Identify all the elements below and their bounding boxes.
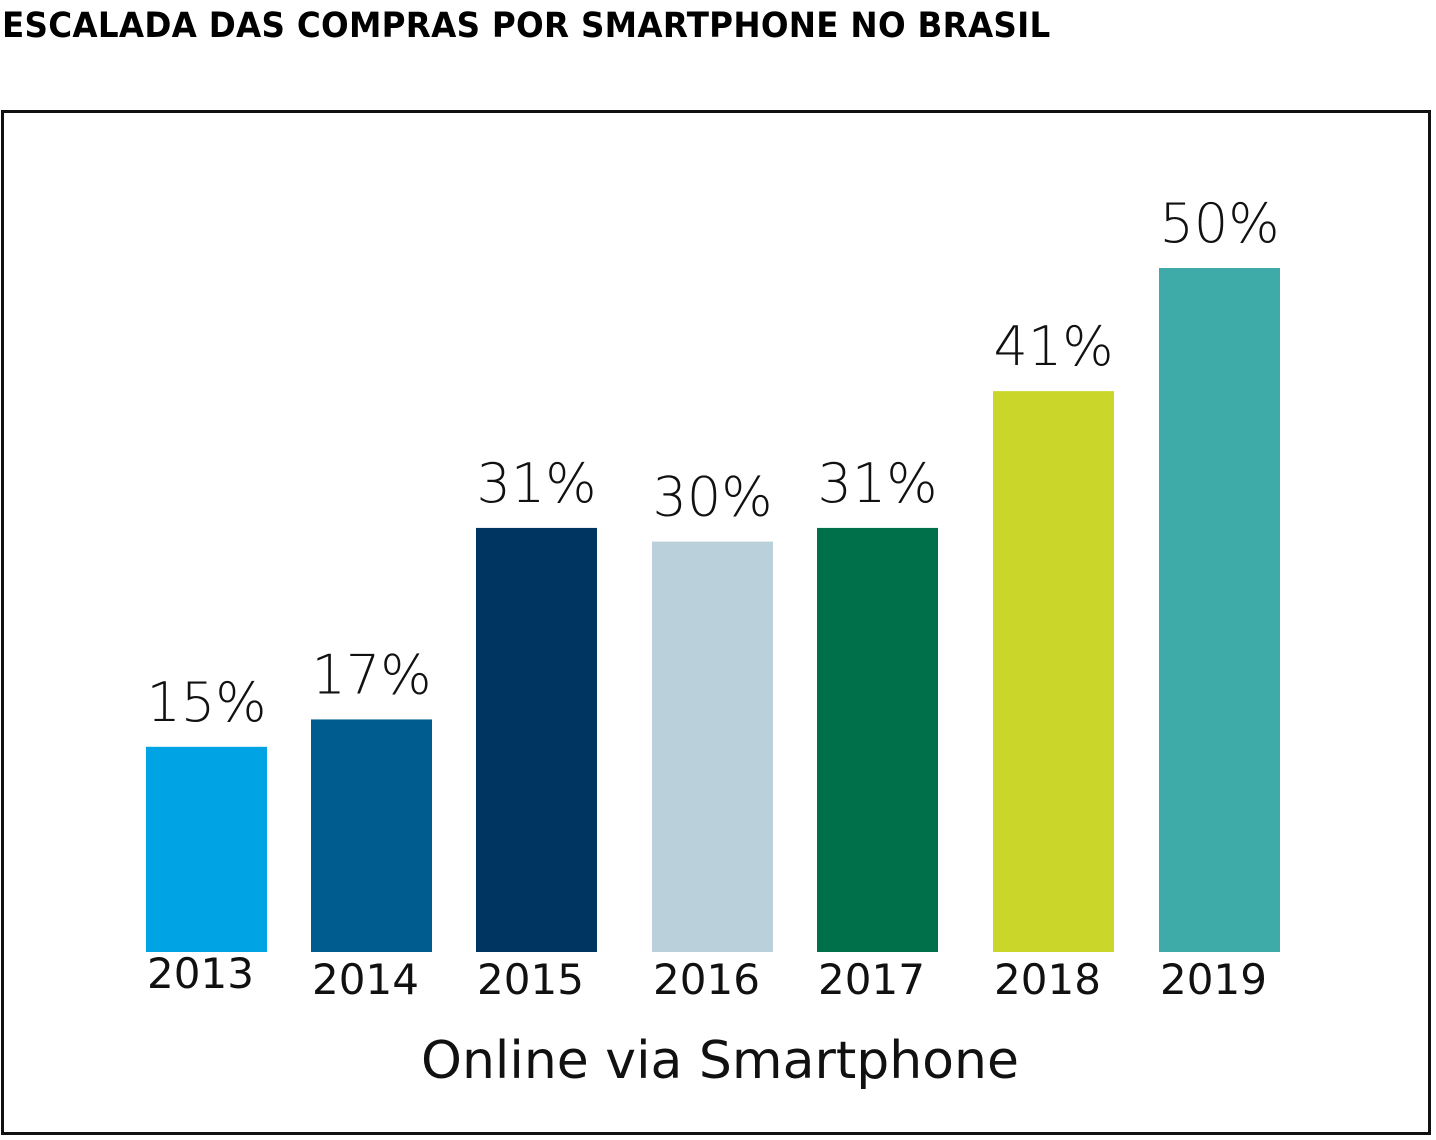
bar-2016 [652,541,773,952]
bar-2018 [993,391,1114,952]
bar-2015 [476,527,597,952]
value-label-2015: 31% [476,452,596,515]
category-label-2016: 2016 [653,955,760,1004]
category-label-2013: 2013 [147,949,254,998]
category-label-2015: 2015 [477,955,584,1004]
x-axis-label: Online via Smartphone [421,1031,1019,1091]
chart-title: ESCALADA DAS COMPRAS POR SMARTPHONE NO B… [2,6,1051,46]
bars-group [146,268,1280,952]
category-label-2019: 2019 [1160,955,1267,1004]
value-label-2014: 17% [311,643,431,706]
value-label-2017: 31% [817,452,937,515]
value-label-2018: 41% [993,315,1113,378]
category-label-2017: 2017 [818,955,925,1004]
bar-2019 [1159,268,1280,952]
category-label-2014: 2014 [312,955,419,1004]
value-label-2016: 30% [652,466,772,529]
bar-2014 [311,719,432,952]
bar-2017 [817,527,938,952]
category-label-2018: 2018 [994,955,1101,1004]
value-labels-group: 15% 17% 31% 30% 31% 41% 50% [146,192,1279,734]
value-label-2019: 50% [1159,192,1279,255]
chart-frame [1,110,1431,1135]
category-labels-group: 2013 2014 2015 2016 2017 2018 2019 [147,949,1267,1004]
value-label-2013: 15% [146,671,266,734]
bar-2013 [146,746,267,952]
